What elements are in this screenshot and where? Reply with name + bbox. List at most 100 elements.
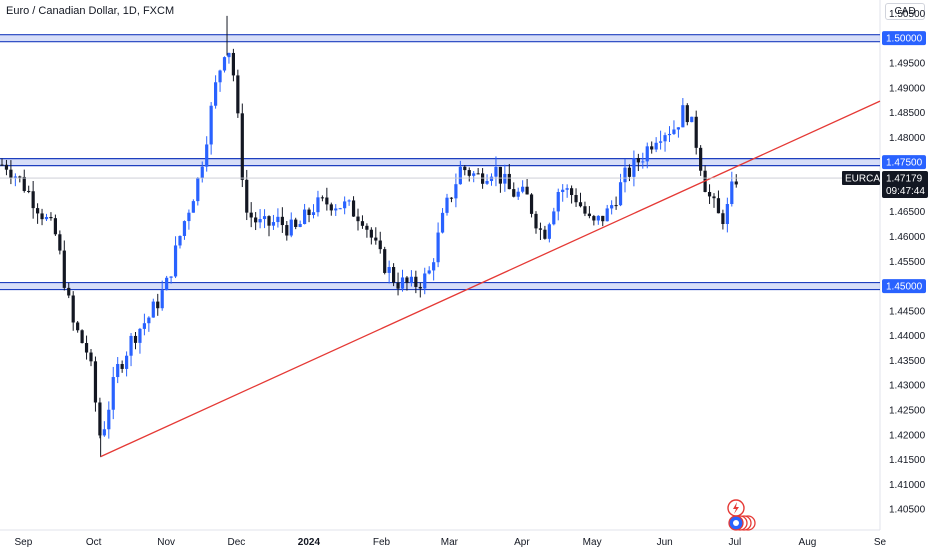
level-price-tag-0[interactable]: [882, 31, 926, 46]
candle-body-102: [454, 184, 458, 199]
candle-body-149: [663, 135, 667, 142]
candle-body-130: [578, 202, 583, 207]
candle-body-116: [516, 191, 520, 197]
candle-body-86: [383, 249, 387, 273]
symbol-label: EURCAD: [845, 174, 887, 185]
level-zone-1[interactable]: [0, 158, 880, 166]
candle-body-37: [165, 277, 169, 291]
level-price-tag-2[interactable]: [882, 279, 926, 294]
candle-body-20: [89, 352, 93, 362]
candle-body-88: [392, 267, 396, 283]
candle-body-44: [196, 177, 200, 202]
level-price-label-1: 1.47500: [886, 158, 923, 169]
candle-body-123: [547, 224, 551, 239]
candle-body-48: [214, 82, 218, 106]
candle-body-50: [222, 57, 227, 71]
level-zone-2[interactable]: [0, 282, 880, 290]
y-tick-label-4: 1.48500: [889, 108, 926, 119]
candle-body-135: [601, 215, 605, 222]
candle-body-17: [76, 322, 80, 331]
candles-layer: [0, 15, 738, 458]
candle-body-162: [721, 213, 725, 224]
candle-body-141: [627, 167, 632, 177]
level-price-tag-1[interactable]: [882, 155, 926, 170]
candle-body-23: [102, 429, 106, 436]
candle-body-24: [107, 409, 111, 430]
candle-body-137: [610, 205, 614, 209]
candle-body-139: [618, 182, 623, 206]
candle-body-63: [280, 216, 284, 226]
x-tick-label-6: Mar: [441, 537, 459, 548]
candle-body-7: [31, 191, 35, 209]
candle-body-81: [360, 221, 365, 226]
candle-body-6: [27, 190, 31, 192]
candle-body-118: [525, 186, 529, 195]
candle-body-64: [285, 225, 289, 236]
candle-body-146: [650, 146, 654, 150]
candle-body-29: [129, 335, 133, 356]
candle-body-150: [667, 133, 672, 136]
candle-body-92: [409, 276, 413, 283]
last-price-tag[interactable]: [882, 171, 928, 199]
level-price-label-0: 1.50000: [886, 34, 923, 45]
bar-countdown: 09:47:44: [886, 186, 925, 197]
candle-body-46: [205, 144, 209, 167]
candle-body-124: [552, 211, 556, 225]
candle-body-68: [303, 209, 307, 225]
y-tick-label-5: 1.48000: [889, 133, 926, 144]
candle-body-136: [605, 208, 609, 222]
symbol-title[interactable]: Euro / Canadian Dollar, 1D, FXCM: [6, 5, 175, 17]
x-tick-label-11: Aug: [799, 537, 817, 548]
candle-body-67: [298, 224, 302, 227]
candle-body-148: [659, 141, 663, 143]
x-tick-label-3: Dec: [227, 537, 245, 548]
lightning-icon[interactable]: [727, 499, 745, 517]
candle-body-89: [396, 282, 400, 289]
candle-body-98: [436, 232, 440, 263]
candle-body-10: [44, 216, 49, 220]
candle-body-79: [351, 200, 356, 217]
candle-body-91: [405, 277, 409, 283]
candle-body-103: [458, 166, 462, 185]
candle-body-42: [187, 212, 191, 222]
candle-body-57: [254, 217, 258, 223]
candle-body-144: [641, 161, 645, 163]
candle-body-155: [690, 116, 694, 123]
candle-body-5: [22, 176, 26, 191]
x-tick-label-2: Nov: [157, 537, 175, 548]
candle-body-164: [730, 181, 734, 205]
currency-selector[interactable]: CAD: [885, 3, 925, 20]
y-tick-label-15: 1.43000: [889, 381, 926, 392]
candle-body-38: [169, 276, 173, 278]
candle-body-90: [400, 277, 405, 289]
candle-body-77: [343, 201, 347, 209]
trend-line[interactable]: [100, 100, 881, 458]
candle-body-71: [316, 197, 320, 213]
candle-body-145: [645, 146, 649, 162]
candle-body-154: [685, 105, 689, 123]
candle-body-45: [200, 166, 204, 178]
candle-body-126: [561, 189, 565, 193]
candle-body-94: [418, 286, 422, 289]
candle-body-2: [9, 169, 13, 178]
candle-body-3: [13, 176, 17, 178]
candle-body-104: [463, 166, 467, 171]
candle-body-108: [481, 173, 485, 184]
candle-body-157: [699, 147, 703, 171]
candle-body-80: [356, 216, 360, 222]
candle-body-30: [133, 335, 138, 343]
candle-body-18: [80, 330, 84, 344]
candle-body-153: [681, 105, 685, 128]
candle-body-40: [178, 235, 182, 246]
x-tick-label-0: Sep: [15, 537, 33, 548]
y-tick-label-3: 1.49000: [889, 83, 926, 94]
candle-body-163: [725, 204, 729, 224]
candle-body-36: [160, 290, 164, 309]
candle-body-142: [632, 158, 636, 177]
y-tick-label-0: 1.50500: [889, 9, 926, 20]
x-tick-label-7: Apr: [514, 537, 530, 548]
events-icon[interactable]: [728, 515, 756, 531]
level-zone-0[interactable]: [0, 34, 880, 42]
candle-body-133: [592, 216, 596, 221]
